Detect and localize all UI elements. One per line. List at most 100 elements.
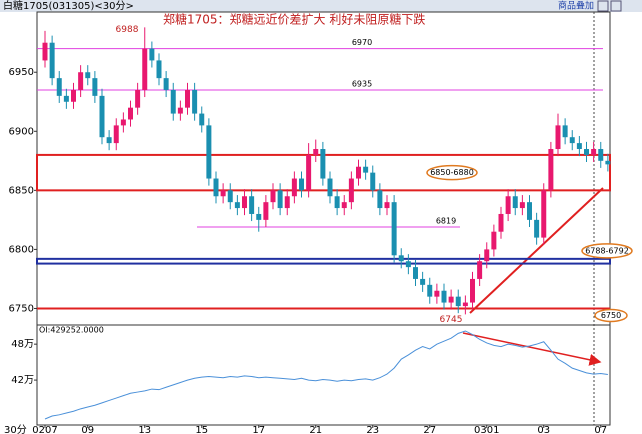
y-tick-label: 6850 xyxy=(9,185,34,196)
candle-body xyxy=(541,190,547,238)
candle-body xyxy=(498,213,504,232)
candle-body xyxy=(391,202,397,256)
candle-body xyxy=(120,119,126,126)
icon[interactable] xyxy=(597,0,609,12)
candle-body xyxy=(42,42,48,61)
candle-body xyxy=(363,166,369,173)
chart-title: 郑糖1705：郑糖远近价差扩大 利好未阻原糖下跌 xyxy=(163,12,425,27)
candle-body xyxy=(434,290,440,297)
candle-body xyxy=(277,190,283,209)
candle-body xyxy=(49,42,55,79)
candle-body xyxy=(598,149,604,161)
candle-body xyxy=(135,89,141,108)
zone-label: 6788-6792 xyxy=(585,246,629,255)
candle-body xyxy=(213,178,219,197)
y-tick-label: 6800 xyxy=(9,244,34,255)
candle-body xyxy=(534,219,540,238)
candle-body xyxy=(591,149,597,155)
candle-body xyxy=(227,190,233,203)
x-tick-label: 0301 xyxy=(474,425,499,434)
candle-body xyxy=(199,113,205,126)
candle-body xyxy=(356,166,361,179)
candle-body xyxy=(177,107,183,114)
level-label: 6970 xyxy=(352,38,372,47)
candle-body xyxy=(569,137,575,144)
x-axis-label: 30分 xyxy=(4,424,27,434)
candle-body xyxy=(249,196,255,214)
candle-body xyxy=(163,78,169,90)
oi-tick-label: 42万 xyxy=(11,375,34,386)
candle-body xyxy=(505,196,511,214)
candle-body xyxy=(313,149,319,155)
candle-body xyxy=(263,202,269,220)
y-tick-label: 6750 xyxy=(9,303,34,314)
header: 白糖1705(031305)<30分> xyxy=(3,0,134,12)
candle-body xyxy=(462,302,468,307)
candle-body xyxy=(320,149,326,179)
candle-body xyxy=(306,154,312,191)
candle-body xyxy=(548,149,554,191)
label-ellipse xyxy=(581,243,633,259)
candle-body xyxy=(341,202,347,209)
candle-body xyxy=(192,89,198,114)
candle-body xyxy=(206,125,212,179)
x-tick-label: 21 xyxy=(309,425,322,434)
y-tick-label: 6900 xyxy=(9,126,34,137)
peak-label: 6988 xyxy=(116,25,139,35)
candle-body xyxy=(106,137,112,144)
candle-body xyxy=(291,178,297,197)
candle-body xyxy=(170,89,176,114)
candle-body xyxy=(519,202,525,209)
trend-line xyxy=(469,187,604,314)
candle-body xyxy=(56,78,62,96)
candle-body xyxy=(576,143,582,150)
candle-body xyxy=(85,72,91,79)
candle-body xyxy=(555,125,561,150)
candle-body xyxy=(334,196,340,209)
label-ellipse xyxy=(426,164,478,181)
candle-body xyxy=(420,278,426,285)
candle-body xyxy=(605,160,611,165)
candle-body xyxy=(220,190,226,197)
candle-body xyxy=(149,48,155,61)
candle-body xyxy=(256,213,262,220)
x-tick-label: 13 xyxy=(138,425,151,434)
candle-body xyxy=(63,95,69,102)
candle-body xyxy=(284,196,290,209)
candle-body xyxy=(142,48,148,90)
oi-line xyxy=(44,330,608,420)
candle-body xyxy=(185,89,190,108)
icon[interactable] xyxy=(610,0,622,12)
candle-body xyxy=(527,202,532,220)
candle-body xyxy=(299,178,304,191)
candle-body xyxy=(377,190,383,209)
oi-panel xyxy=(36,324,611,426)
candle-body xyxy=(370,172,376,191)
header-bar xyxy=(0,0,642,12)
candle-body xyxy=(470,278,475,303)
oi-tick-label: 48万 xyxy=(11,339,34,350)
support-label: 6750 xyxy=(601,311,621,320)
trough-label: 6745 xyxy=(440,315,463,325)
x-tick-label: 07 xyxy=(594,425,607,434)
candle-body xyxy=(562,125,568,138)
candle-body xyxy=(348,178,354,203)
candle-body xyxy=(477,261,483,279)
candle-body xyxy=(92,78,98,96)
candle-body xyxy=(78,72,84,90)
level-label: 6819 xyxy=(436,216,456,225)
candle-body xyxy=(384,202,390,209)
candle-body xyxy=(234,202,240,209)
candle-body xyxy=(71,89,76,102)
candle-body xyxy=(448,296,454,303)
candle-body xyxy=(99,95,105,138)
overlay-button[interactable]: 商品叠加 xyxy=(558,0,594,12)
x-tick-label: 03 xyxy=(537,425,550,434)
candle-body xyxy=(128,107,133,120)
candle-body xyxy=(491,231,497,250)
oi-trend-arrow xyxy=(462,332,602,366)
zone xyxy=(36,257,611,265)
candle-body xyxy=(405,261,411,268)
